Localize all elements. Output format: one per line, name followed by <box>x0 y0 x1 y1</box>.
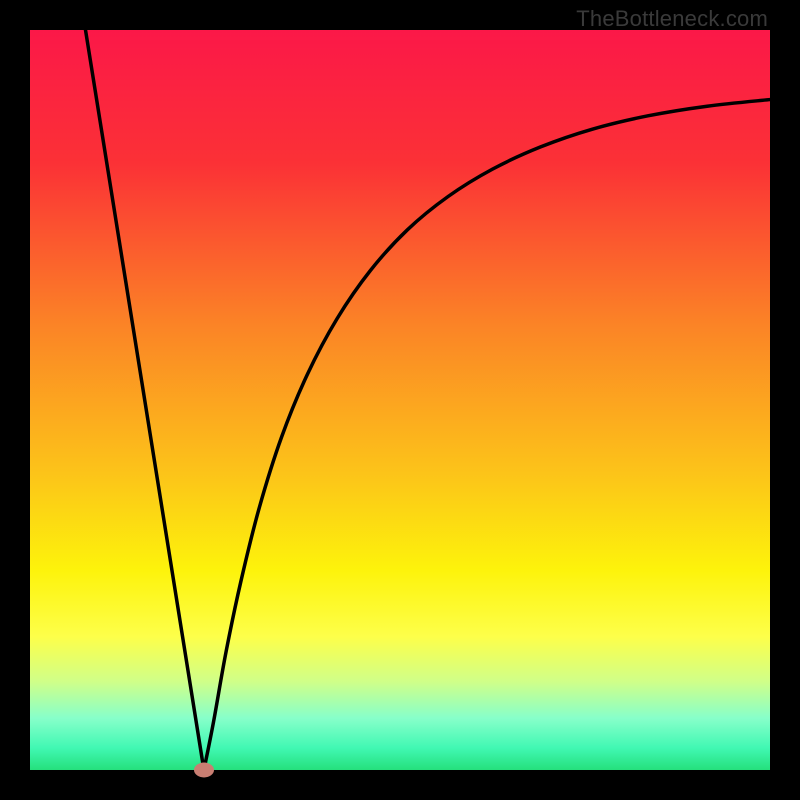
bottleneck-curve <box>30 30 770 770</box>
minimum-marker <box>194 763 214 778</box>
plot-area <box>30 30 770 770</box>
watermark-text: TheBottleneck.com <box>576 6 768 32</box>
curve-path <box>86 30 771 770</box>
